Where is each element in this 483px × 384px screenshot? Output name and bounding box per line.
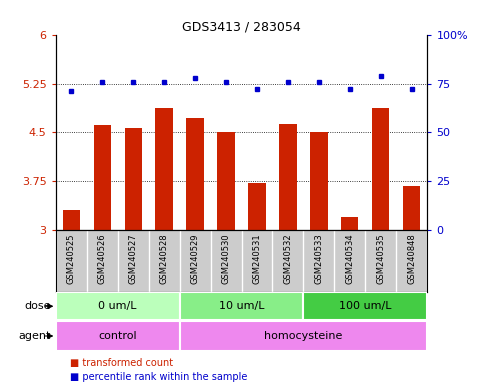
Bar: [372, 108, 389, 230]
Text: GSM240532: GSM240532: [284, 233, 293, 284]
Text: 100 um/L: 100 um/L: [339, 301, 392, 311]
Bar: [248, 183, 266, 230]
Bar: [186, 118, 203, 230]
Bar: [341, 217, 358, 230]
Text: dose: dose: [24, 301, 51, 311]
Text: GSM240527: GSM240527: [128, 233, 138, 284]
Bar: [56, 321, 180, 351]
Bar: [403, 186, 421, 230]
Text: GSM240529: GSM240529: [190, 233, 199, 284]
Text: ■ percentile rank within the sample: ■ percentile rank within the sample: [70, 372, 247, 382]
Text: GSM240526: GSM240526: [98, 233, 107, 284]
Title: GDS3413 / 283054: GDS3413 / 283054: [182, 20, 301, 33]
Text: control: control: [98, 331, 137, 341]
Bar: [180, 321, 427, 351]
Text: 10 um/L: 10 um/L: [219, 301, 264, 311]
Bar: [303, 293, 427, 320]
Text: GSM240530: GSM240530: [222, 233, 230, 284]
Text: agent: agent: [18, 331, 51, 341]
Bar: [56, 293, 180, 320]
Bar: [217, 132, 235, 230]
Text: GSM240848: GSM240848: [408, 233, 416, 284]
Bar: [156, 108, 172, 230]
Bar: [311, 132, 327, 230]
Text: GSM240528: GSM240528: [159, 233, 169, 284]
Bar: [180, 293, 303, 320]
Bar: [125, 128, 142, 230]
Bar: [280, 124, 297, 230]
Text: GSM240534: GSM240534: [345, 233, 355, 284]
Text: GSM240535: GSM240535: [376, 233, 385, 284]
Text: ■ transformed count: ■ transformed count: [70, 358, 173, 368]
Text: GSM240525: GSM240525: [67, 233, 75, 284]
Text: GSM240533: GSM240533: [314, 233, 324, 284]
Bar: [62, 210, 80, 230]
Text: GSM240531: GSM240531: [253, 233, 261, 284]
Text: homocysteine: homocysteine: [264, 331, 342, 341]
Bar: [94, 125, 111, 230]
Text: 0 um/L: 0 um/L: [98, 301, 137, 311]
